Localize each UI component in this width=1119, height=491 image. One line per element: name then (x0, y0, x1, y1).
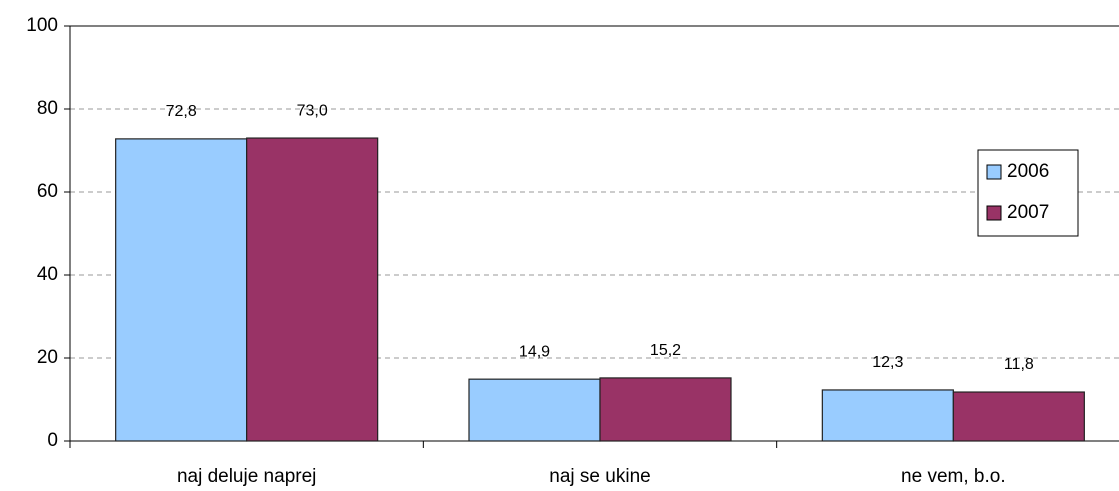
bar (952, 391, 1085, 442)
bar (821, 389, 954, 442)
legend-label: 2007 (1007, 202, 1049, 223)
x-tick-label: naj se ukine (549, 466, 650, 487)
y-tick-label: 40 (37, 264, 58, 285)
value-label: 14,9 (519, 343, 550, 360)
legend-box (977, 149, 1079, 237)
value-label: 72,8 (166, 103, 197, 120)
value-label: 15,2 (650, 342, 681, 359)
x-tick-label: naj deluje naprej (177, 466, 316, 487)
bar (246, 137, 379, 442)
legend-swatch (986, 205, 1002, 221)
bar (468, 378, 601, 442)
x-tick-label: ne vem, b.o. (901, 466, 1006, 487)
y-tick-label: 80 (37, 98, 58, 119)
legend-swatch (986, 164, 1002, 180)
y-tick-label: 20 (37, 347, 58, 368)
y-tick-label: 0 (47, 430, 58, 451)
value-label: 11,8 (1004, 356, 1034, 373)
value-label: 12,3 (872, 354, 903, 371)
bar (115, 138, 248, 442)
y-tick-label: 60 (37, 181, 58, 202)
bar (599, 377, 732, 442)
value-label: 73,0 (297, 102, 328, 119)
legend-label: 2006 (1007, 161, 1049, 182)
y-tick-label: 100 (26, 15, 58, 36)
